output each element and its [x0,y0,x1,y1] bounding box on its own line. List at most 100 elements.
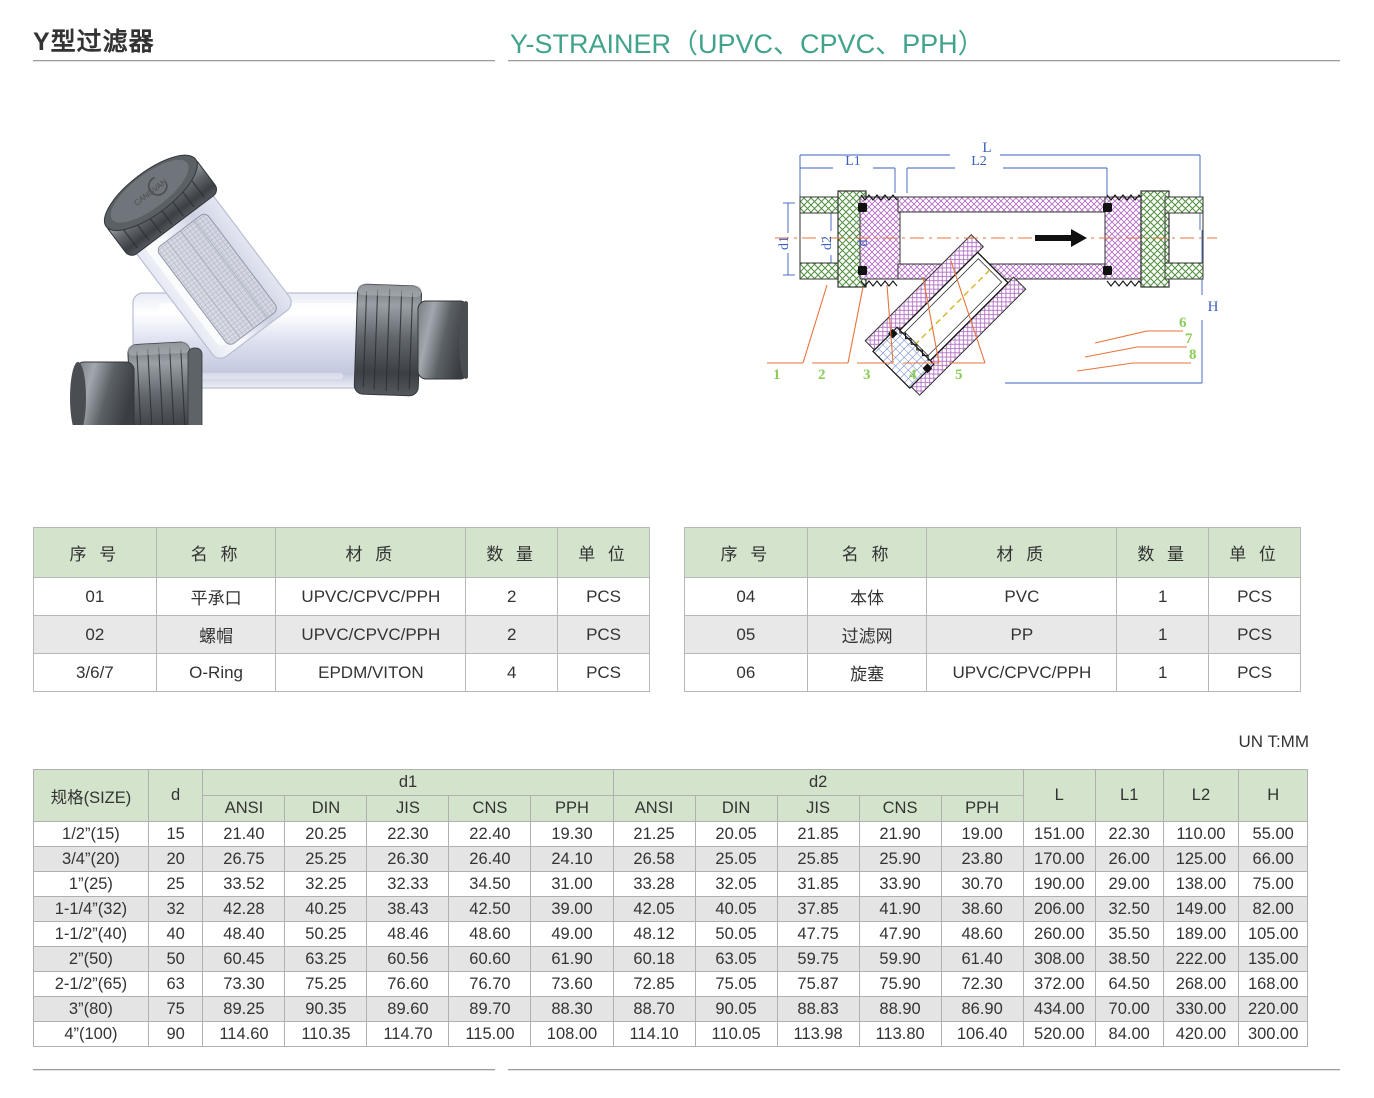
cell-d: 32 [147,896,204,922]
table-row: 1/2”(15) 15 21.40 20.25 22.30 22.40 19.30 21.25… [33,821,1308,847]
cell-no: 06 [684,653,808,692]
cell-material: UPVC/CPVC/PPH [275,615,467,654]
cell-L1: 29.00 [1094,871,1164,897]
dim-label-d: d [856,240,871,247]
cell-d1-pph: 24.10 [530,846,614,872]
cell-d1-jis: 32.33 [366,871,450,897]
table-row: 02 螺帽 UPVC/CPVC/PPH 2 PCS [33,615,650,654]
cell-size: 1-1/4”(32) [33,896,149,922]
cell-unit: PCS [557,577,650,616]
dim-header-d1-ansi: ANSI [202,795,286,822]
callout-2: 2 [818,367,826,383]
footer-rule-right [508,1069,1340,1071]
cell-d2-jis: 113.98 [776,1021,860,1047]
cell-L1: 26.00 [1094,846,1164,872]
cell-d2-din: 90.05 [694,996,778,1022]
parts-right-header-row: 序 号 名 称 材 质 数 量 单 位 [684,527,1301,578]
cell-d2-din: 32.05 [694,871,778,897]
callout-3: 3 [863,367,871,383]
cell-material: UPVC/CPVC/PPH [275,577,467,616]
cell-d2-jis: 25.85 [776,846,860,872]
cell-H: 220.00 [1238,996,1308,1022]
cell-d: 40 [147,921,204,947]
cell-d1-jis: 26.30 [366,846,450,872]
cell-d2-cns: 113.80 [858,1021,942,1047]
cell-qty: 4 [465,653,559,692]
cell-d2-ansi: 42.05 [612,896,696,922]
cell-d1-cns: 89.70 [448,996,532,1022]
cell-size: 1-1/2”(40) [33,921,149,947]
dim-header-d: d [147,769,204,822]
cell-L1: 38.50 [1094,946,1164,972]
parts-right-header-material: 材 质 [926,527,1118,578]
parts-table-right: 序 号 名 称 材 质 数 量 单 位 04 本体 PVC 1 PCS 05 过… [684,527,1301,692]
cell-no: 05 [684,615,808,654]
cell-d2-jis: 31.85 [776,871,860,897]
cell-d2-jis: 88.83 [776,996,860,1022]
cell-name: 平承口 [155,577,277,616]
cell-qty: 1 [1116,615,1210,654]
cell-name: 旋塞 [806,653,928,692]
dim-header-d2-cns: CNS [858,795,942,822]
cell-unit: PCS [557,615,650,654]
parts-right-header-unit: 单 位 [1208,527,1301,578]
cell-d2-ansi: 48.12 [612,921,696,947]
table-row: 3/4”(20) 20 26.75 25.25 26.30 26.40 24.10 26.58… [33,846,1308,872]
callout-4: 4 [909,367,917,383]
cell-d2-ansi: 33.28 [612,871,696,897]
cell-H: 55.00 [1238,821,1308,847]
cell-d2-jis: 47.75 [776,921,860,947]
dim-header-d2: d2 [612,769,1024,796]
cell-L: 520.00 [1022,1021,1096,1047]
cell-qty: 2 [465,577,559,616]
cell-d2-pph: 48.60 [940,921,1024,947]
cell-L: 151.00 [1022,821,1096,847]
cell-unit: PCS [1208,577,1301,616]
page-title-cn: Y型过滤器 [33,28,155,56]
cell-d1-pph: 49.00 [530,921,614,947]
cell-H: 82.00 [1238,896,1308,922]
cell-d: 75 [147,996,204,1022]
table-row: 1-1/2”(40) 40 48.40 50.25 48.46 48.60 49.00 48.… [33,921,1308,947]
cell-d2-pph: 23.80 [940,846,1024,872]
cell-size: 2-1/2”(65) [33,971,149,997]
cell-H: 168.00 [1238,971,1308,997]
callout-8: 8 [1189,347,1197,363]
dimensions-table: 规格(SIZE) d d1 d2 L L1 L2 H ANSI DIN JIS … [33,769,1308,1047]
dim-label-L: L [982,140,991,156]
cell-d1-cns: 34.50 [448,871,532,897]
cell-L: 206.00 [1022,896,1096,922]
cell-d1-pph: 31.00 [530,871,614,897]
cell-L: 434.00 [1022,996,1096,1022]
cell-d2-pph: 30.70 [940,871,1024,897]
table-row: 2”(50) 50 60.45 63.25 60.56 60.60 61.90 60.18 63… [33,946,1308,972]
dim-header-sub-row: ANSI DIN JIS CNS PPH ANSI DIN JIS CNS PP… [34,795,1308,822]
cell-H: 66.00 [1238,846,1308,872]
parts-right-header-name: 名 称 [806,527,928,578]
footer-rule-left [33,1069,495,1071]
dim-label-H: H [1208,299,1219,315]
cell-no: 3/6/7 [33,653,157,692]
table-row: 3/6/7 O-Ring EPDM/VITON 4 PCS [33,653,650,692]
cell-d2-din: 50.05 [694,921,778,947]
cell-d2-pph: 86.90 [940,996,1024,1022]
cell-L1: 70.00 [1094,996,1164,1022]
cell-name: 本体 [806,577,928,616]
cell-d2-din: 63.05 [694,946,778,972]
callout-6: 6 [1179,315,1187,331]
cell-d2-cns: 75.90 [858,971,942,997]
cell-d2-pph: 19.00 [940,821,1024,847]
cell-L1: 32.50 [1094,896,1164,922]
cell-name: 螺帽 [155,615,277,654]
cell-L2: 268.00 [1162,971,1240,997]
cell-unit: PCS [1208,653,1301,692]
cell-L2: 125.00 [1162,846,1240,872]
cell-d1-pph: 73.60 [530,971,614,997]
cell-L2: 330.00 [1162,996,1240,1022]
cell-qty: 2 [465,615,559,654]
cell-d1-din: 75.25 [284,971,368,997]
callout-1: 1 [773,367,781,383]
cell-qty: 1 [1116,577,1210,616]
cell-d2-din: 75.05 [694,971,778,997]
parts-right-header-qty: 数 量 [1116,527,1210,578]
